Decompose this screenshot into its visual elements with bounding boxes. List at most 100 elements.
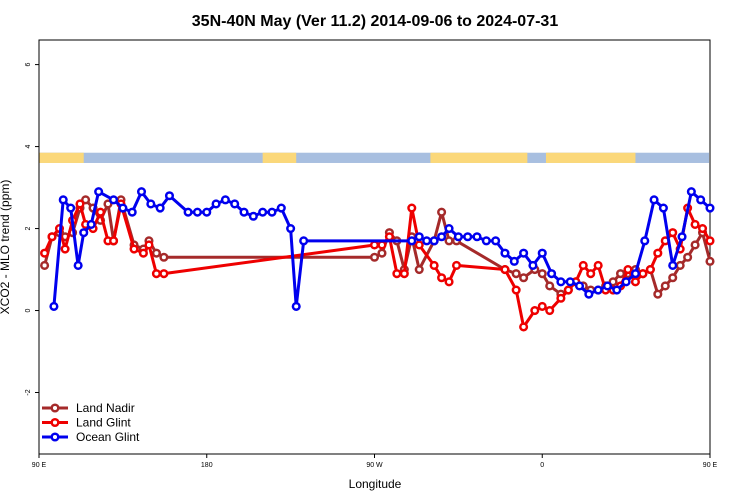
data-point-ocean-glint	[565, 277, 575, 287]
data-point-land-glint	[60, 244, 70, 254]
data-point-land-glint	[95, 207, 106, 217]
legend-label: Land Glint	[76, 416, 131, 430]
data-point-ocean-glint	[79, 228, 89, 238]
data-point-ocean-glint	[696, 195, 706, 205]
data-point-land-glint	[645, 264, 655, 275]
data-point-land-glint	[144, 240, 154, 250]
x-axis: 90 E 180 90 W 0 90 E	[32, 454, 718, 469]
data-point-ocean-glint	[94, 187, 104, 197]
series-layer	[40, 187, 715, 332]
data-point-land-nadir	[660, 281, 670, 291]
data-point-ocean-glint	[86, 219, 96, 230]
data-point-land-glint	[40, 248, 50, 258]
data-point-ocean-glint	[192, 207, 202, 217]
data-point-land-nadir	[608, 277, 618, 287]
data-point-land-nadir	[437, 207, 447, 217]
legend-item-land-glint: Land Glint	[42, 416, 131, 430]
data-point-ocean-glint	[574, 281, 585, 291]
series-line-land-glint	[43, 202, 712, 329]
land-band	[545, 152, 636, 163]
data-point-land-glint	[586, 269, 596, 279]
data-point-ocean-glint	[528, 260, 538, 270]
land-band	[430, 152, 528, 163]
data-point-land-glint	[530, 305, 540, 316]
data-point-ocean-glint	[220, 195, 230, 205]
data-point-ocean-glint	[66, 203, 76, 213]
data-point-ocean-glint	[463, 232, 473, 242]
data-point-land-glint	[159, 269, 169, 279]
data-point-land-glint	[697, 224, 708, 234]
x-tick-label: 0	[540, 462, 544, 469]
data-point-land-nadir	[414, 264, 424, 275]
data-point-land-glint	[705, 236, 715, 246]
data-point-ocean-glint	[453, 232, 463, 242]
data-point-land-glint	[563, 285, 573, 295]
data-point-ocean-glint	[127, 207, 137, 217]
data-point-land-nadir	[537, 269, 547, 279]
data-point-land-nadir	[103, 199, 113, 209]
data-point-land-glint	[437, 273, 447, 283]
legend-swatch-marker	[50, 403, 60, 413]
data-point-land-glint	[545, 305, 555, 316]
data-point-ocean-glint	[491, 236, 501, 246]
land-band	[39, 152, 84, 163]
data-point-land-glint	[630, 277, 640, 287]
legend-swatch-marker	[50, 417, 60, 428]
data-point-land-nadir	[683, 252, 693, 262]
data-point-ocean-glint	[509, 256, 519, 266]
data-point-land-glint	[129, 244, 139, 254]
data-point-ocean-glint	[658, 203, 668, 213]
x-tick-label: 90 E	[32, 462, 47, 469]
data-point-ocean-glint	[58, 195, 68, 205]
data-point-ocean-glint	[239, 207, 249, 217]
data-point-land-glint	[407, 203, 417, 213]
data-point-land-glint	[653, 248, 663, 258]
y-tick-label: 4	[25, 145, 32, 149]
data-point-land-nadir	[159, 252, 169, 262]
data-point-land-glint	[556, 293, 566, 303]
data-point-ocean-glint	[155, 203, 165, 213]
data-point-ocean-glint	[500, 248, 510, 258]
data-point-land-nadir	[151, 248, 161, 258]
data-point-ocean-glint	[183, 207, 193, 217]
data-point-land-glint	[151, 269, 161, 279]
data-point-ocean-glint	[276, 203, 286, 213]
data-point-land-glint	[109, 236, 119, 246]
data-point-land-nadir	[81, 195, 91, 205]
legend-swatch-marker	[50, 432, 60, 442]
data-point-land-nadir	[377, 248, 387, 258]
data-point-land-glint	[138, 248, 148, 258]
data-point-ocean-glint	[612, 285, 622, 295]
data-point-ocean-glint	[602, 281, 613, 291]
data-point-land-nadir	[690, 240, 700, 250]
data-point-land-nadir	[675, 260, 685, 270]
data-point-ocean-glint	[164, 191, 175, 201]
data-point-ocean-glint	[640, 236, 650, 246]
data-point-ocean-glint	[705, 203, 715, 213]
data-point-land-glint	[392, 269, 402, 279]
data-point-land-glint	[638, 269, 648, 279]
data-point-ocean-glint	[136, 187, 147, 197]
data-point-ocean-glint	[146, 199, 156, 209]
data-point-land-nadir	[369, 252, 380, 262]
y-tick-label: 6	[25, 63, 32, 67]
y-tick-label: -2	[25, 389, 32, 395]
data-point-ocean-glint	[286, 224, 296, 234]
data-point-land-glint	[451, 260, 462, 270]
data-point-ocean-glint	[472, 232, 482, 242]
data-point-ocean-glint	[118, 203, 128, 213]
data-point-ocean-glint	[677, 232, 687, 242]
series-land-glint	[40, 199, 715, 332]
data-point-land-glint	[47, 232, 57, 242]
data-point-land-glint	[511, 285, 521, 295]
data-point-ocean-glint	[547, 269, 557, 279]
data-point-land-nadir	[444, 236, 454, 246]
data-point-ocean-glint	[584, 289, 594, 299]
data-point-land-nadir	[40, 260, 50, 270]
data-point-ocean-glint	[230, 199, 240, 209]
ocean-band	[40, 152, 709, 163]
data-point-ocean-glint	[291, 301, 301, 311]
y-tick-label: 0	[25, 308, 32, 312]
x-tick-label: 90 W	[366, 462, 383, 469]
data-point-ocean-glint	[556, 277, 566, 287]
